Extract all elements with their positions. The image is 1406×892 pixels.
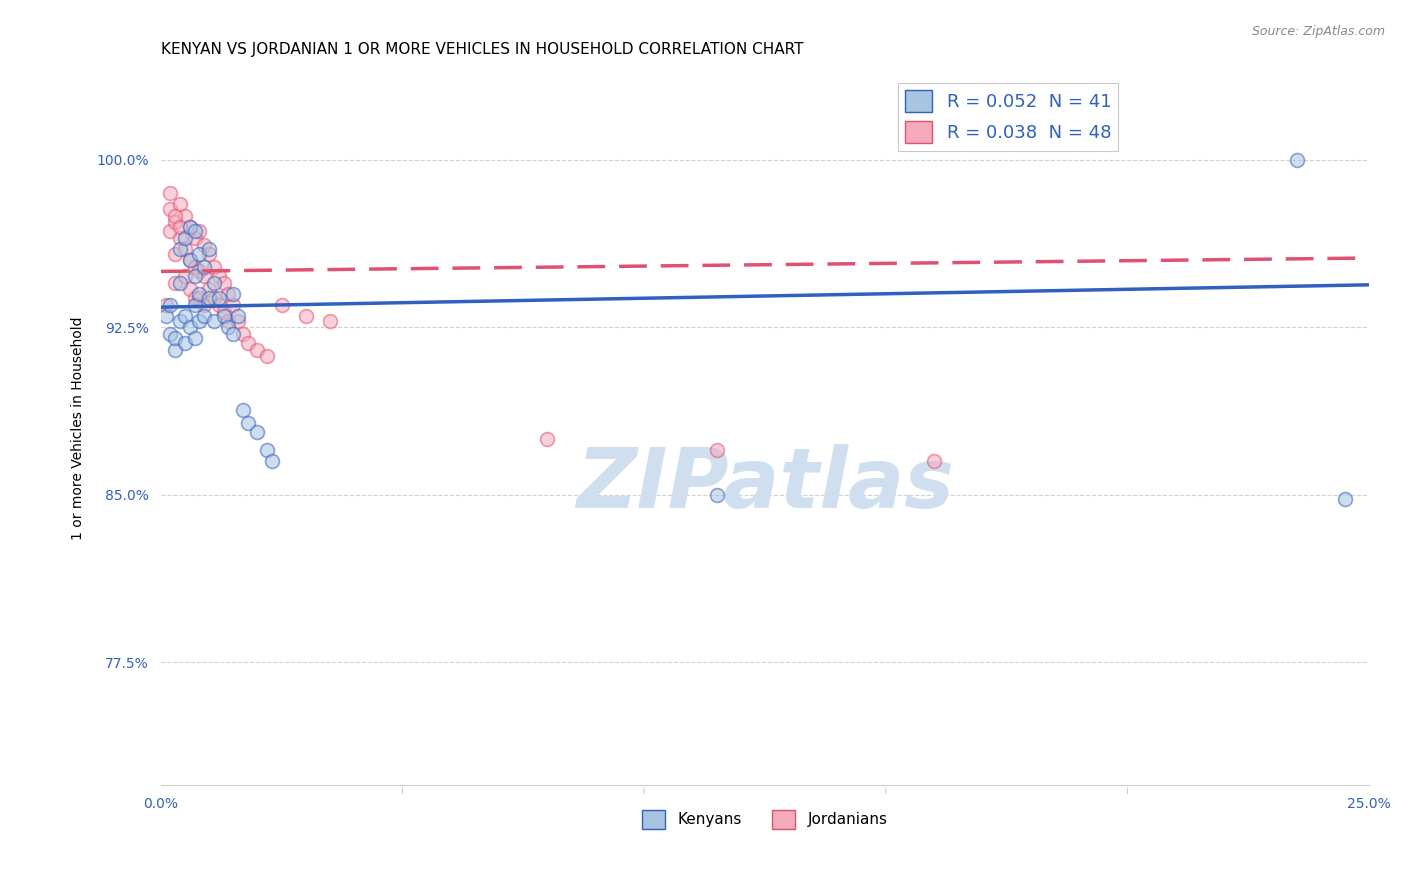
Text: ZIPatlas: ZIPatlas <box>576 444 953 525</box>
Kenyans <box>217 320 239 334</box>
Jordanians <box>183 231 205 245</box>
Jordanians <box>179 282 201 296</box>
Kenyans <box>169 242 191 256</box>
Jordanians <box>179 219 201 234</box>
Kenyans <box>183 268 205 283</box>
Jordanians <box>202 291 225 305</box>
Jordanians <box>169 197 191 211</box>
Jordanians <box>212 276 235 290</box>
Jordanians <box>188 291 211 305</box>
Kenyans <box>183 331 205 345</box>
Kenyans <box>179 320 201 334</box>
Jordanians <box>270 298 292 312</box>
Jordanians <box>202 260 225 274</box>
Kenyans <box>174 309 197 323</box>
Kenyans <box>165 343 187 357</box>
Jordanians <box>165 209 187 223</box>
Kenyans <box>198 291 221 305</box>
Kenyans <box>169 276 191 290</box>
Kenyans <box>222 326 245 341</box>
Kenyans <box>222 286 245 301</box>
Text: Source: ZipAtlas.com: Source: ZipAtlas.com <box>1251 25 1385 38</box>
Jordanians <box>169 219 191 234</box>
Kenyans <box>202 276 225 290</box>
Jordanians <box>159 186 181 201</box>
Kenyans <box>246 425 269 440</box>
Jordanians <box>165 215 187 229</box>
Jordanians <box>198 246 221 260</box>
Kenyans <box>179 253 201 268</box>
Jordanians <box>319 313 342 327</box>
Jordanians <box>217 313 239 327</box>
Kenyans <box>188 313 211 327</box>
Jordanians <box>232 326 254 341</box>
Jordanians <box>159 224 181 238</box>
Jordanians <box>922 454 945 468</box>
Kenyans <box>208 291 231 305</box>
Kenyans <box>174 335 197 350</box>
Jordanians <box>174 268 197 283</box>
Jordanians <box>706 443 728 458</box>
Kenyans <box>256 443 278 458</box>
Jordanians <box>256 349 278 363</box>
Kenyans <box>202 313 225 327</box>
Jordanians <box>193 268 215 283</box>
Jordanians <box>188 224 211 238</box>
Kenyans <box>188 286 211 301</box>
Kenyans <box>165 331 187 345</box>
Kenyans <box>159 326 181 341</box>
Jordanians <box>174 209 197 223</box>
Kenyans <box>198 242 221 256</box>
Jordanians <box>193 298 215 312</box>
Jordanians <box>208 298 231 312</box>
Jordanians <box>159 202 181 216</box>
Kenyans <box>193 260 215 274</box>
Jordanians <box>165 246 187 260</box>
Kenyans <box>193 309 215 323</box>
Kenyans <box>188 246 211 260</box>
Jordanians <box>236 335 259 350</box>
Jordanians <box>165 276 187 290</box>
Kenyans <box>183 298 205 312</box>
Jordanians <box>155 298 177 312</box>
Legend: Kenyans, Jordanians: Kenyans, Jordanians <box>637 804 894 835</box>
Jordanians <box>198 282 221 296</box>
Jordanians <box>208 268 231 283</box>
Jordanians <box>179 253 201 268</box>
Text: KENYAN VS JORDANIAN 1 OR MORE VEHICLES IN HOUSEHOLD CORRELATION CHART: KENYAN VS JORDANIAN 1 OR MORE VEHICLES I… <box>160 42 803 57</box>
Jordanians <box>222 298 245 312</box>
Kenyans <box>179 219 201 234</box>
Kenyans <box>232 403 254 417</box>
Jordanians <box>188 264 211 278</box>
Jordanians <box>536 432 558 446</box>
Kenyans <box>260 454 283 468</box>
Kenyans <box>1334 492 1357 507</box>
Jordanians <box>212 304 235 318</box>
Kenyans <box>236 417 259 431</box>
Jordanians <box>246 343 269 357</box>
Kenyans <box>174 231 197 245</box>
Jordanians <box>294 309 316 323</box>
Jordanians <box>183 260 205 274</box>
Kenyans <box>169 313 191 327</box>
Jordanians <box>226 313 249 327</box>
Jordanians <box>174 242 197 256</box>
Kenyans <box>159 298 181 312</box>
Y-axis label: 1 or more Vehicles in Household: 1 or more Vehicles in Household <box>72 316 86 540</box>
Kenyans <box>226 309 249 323</box>
Jordanians <box>193 237 215 252</box>
Kenyans <box>155 309 177 323</box>
Kenyans <box>212 309 235 323</box>
Kenyans <box>706 488 728 502</box>
Kenyans <box>183 224 205 238</box>
Jordanians <box>169 231 191 245</box>
Jordanians <box>217 286 239 301</box>
Jordanians <box>183 291 205 305</box>
Kenyans <box>1285 153 1308 167</box>
